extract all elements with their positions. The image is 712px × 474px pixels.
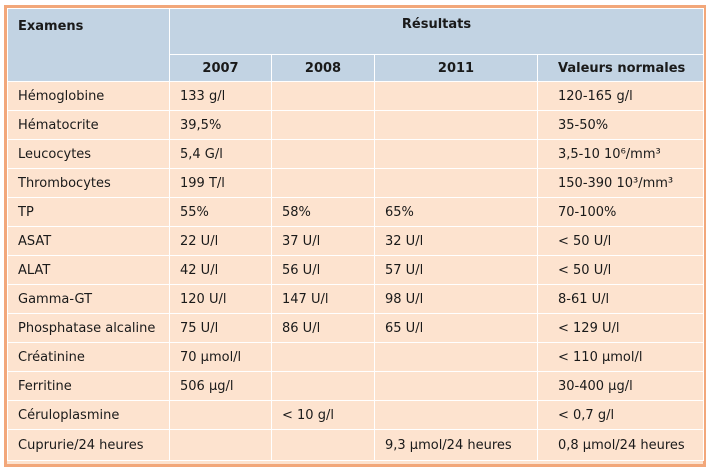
cell-exam: Cuprurie/24 heures — [7, 429, 170, 461]
results-table: Examens Résultats 2007 2008 2011 Valeurs… — [7, 8, 705, 461]
cell-exam: Créatinine — [7, 342, 170, 372]
header-year-2007: 2007 — [169, 54, 272, 82]
cell-2008 — [271, 342, 375, 372]
cell-valeurs-normales: 70-100% — [536, 197, 705, 227]
cell-2008: 37 U/l — [271, 226, 375, 256]
cell-exam: ALAT — [7, 255, 170, 285]
cell-valeurs-normales: 3,5-10 10⁶/mm³ — [536, 139, 705, 169]
table-row: TP 55% 58% 65% 70-100% — [7, 197, 705, 227]
cell-2011: 65 U/l — [374, 313, 538, 343]
table-row: Céruloplasmine < 10 g/l < 0,7 g/l — [7, 400, 705, 430]
cell-2008 — [271, 139, 375, 169]
cell-2008: 86 U/l — [271, 313, 375, 343]
cell-valeurs-normales: 8-61 U/l — [536, 284, 705, 314]
results-table-body: Hémoglobine 133 g/l 120-165 g/l Hématocrite… — [7, 81, 705, 461]
cell-2007 — [169, 400, 272, 430]
cell-valeurs-normales: < 110 μmol/l — [536, 342, 705, 372]
cell-2007: 506 μg/l — [169, 371, 272, 401]
cell-2008 — [271, 110, 375, 140]
cell-2008: 56 U/l — [271, 255, 375, 285]
table-row: Phosphatase alcaline 75 U/l 86 U/l 65 U/l < … — [7, 313, 705, 343]
cell-valeurs-normales: 30-400 μg/l — [536, 371, 705, 401]
results-table-frame: Examens Résultats 2007 2008 2011 Valeurs… — [4, 5, 706, 467]
cell-2007: 22 U/l — [169, 226, 272, 256]
cell-exam: Hémoglobine — [7, 81, 170, 111]
cell-exam: Ferritine — [7, 371, 170, 401]
cell-2008 — [271, 371, 375, 401]
cell-exam: Leucocytes — [7, 139, 170, 169]
table-row: Leucocytes 5,4 G/l 3,5-10 10⁶/mm³ — [7, 139, 705, 169]
cell-2007 — [169, 429, 272, 461]
cell-2007: 5,4 G/l — [169, 139, 272, 169]
cell-2011 — [374, 81, 538, 111]
cell-2011 — [374, 400, 538, 430]
table-row: Hémoglobine 133 g/l 120-165 g/l — [7, 81, 705, 111]
cell-exam: Hématocrite — [7, 110, 170, 140]
cell-2007: 42 U/l — [169, 255, 272, 285]
cell-2011 — [374, 342, 538, 372]
cell-2011: 98 U/l — [374, 284, 538, 314]
table-row: Cuprurie/24 heures 9,3 μmol/24 heures 0,8 … — [7, 429, 705, 461]
cell-2007: 120 U/l — [169, 284, 272, 314]
cell-valeurs-normales: < 0,7 g/l — [536, 400, 705, 430]
table-row: Créatinine 70 μmol/l < 110 μmol/l — [7, 342, 705, 372]
cell-2011: 9,3 μmol/24 heures — [374, 429, 538, 461]
table-row: Gamma-GT 120 U/l 147 U/l 98 U/l 8-61 U/l — [7, 284, 705, 314]
cell-valeurs-normales: < 129 U/l — [536, 313, 705, 343]
cell-2011: 57 U/l — [374, 255, 538, 285]
cell-exam: ASAT — [7, 226, 170, 256]
cell-valeurs-normales: 0,8 μmol/24 heures — [536, 429, 705, 461]
header-examens: Examens — [7, 8, 170, 82]
cell-2007: 75 U/l — [169, 313, 272, 343]
header-valeurs-normales: Valeurs normales — [536, 54, 705, 82]
cell-2007: 199 T/l — [169, 168, 272, 198]
cell-2011 — [374, 139, 538, 169]
cell-2011 — [374, 110, 538, 140]
cell-2008: < 10 g/l — [271, 400, 375, 430]
cell-2008 — [271, 81, 375, 111]
cell-2007: 55% — [169, 197, 272, 227]
cell-2007: 39,5% — [169, 110, 272, 140]
cell-2011 — [374, 371, 538, 401]
cell-exam: Céruloplasmine — [7, 400, 170, 430]
cell-exam: TP — [7, 197, 170, 227]
cell-2008: 58% — [271, 197, 375, 227]
cell-2011 — [374, 168, 538, 198]
header-resultats: Résultats — [168, 8, 705, 55]
cell-2008 — [271, 429, 375, 461]
cell-2007: 70 μmol/l — [169, 342, 272, 372]
cell-valeurs-normales: < 50 U/l — [536, 226, 705, 256]
cell-2011: 65% — [374, 197, 538, 227]
table-row: ASAT 22 U/l 37 U/l 32 U/l < 50 U/l — [7, 226, 705, 256]
cell-valeurs-normales: 150-390 10³/mm³ — [536, 168, 705, 198]
cell-valeurs-normales: 35-50% — [536, 110, 705, 140]
table-row: Ferritine 506 μg/l 30-400 μg/l — [7, 371, 705, 401]
table-row: Thrombocytes 199 T/l 150-390 10³/mm³ — [7, 168, 705, 198]
cell-exam: Thrombocytes — [7, 168, 170, 198]
table-row: Hématocrite 39,5% 35-50% — [7, 110, 705, 140]
cell-valeurs-normales: < 50 U/l — [536, 255, 705, 285]
table-row: ALAT 42 U/l 56 U/l 57 U/l < 50 U/l — [7, 255, 705, 285]
cell-2008: 147 U/l — [271, 284, 375, 314]
cell-2007: 133 g/l — [169, 81, 272, 111]
header-year-2011: 2011 — [374, 54, 538, 82]
cell-2008 — [271, 168, 375, 198]
cell-2011: 32 U/l — [374, 226, 538, 256]
cell-exam: Gamma-GT — [7, 284, 170, 314]
cell-exam: Phosphatase alcaline — [7, 313, 170, 343]
cell-valeurs-normales: 120-165 g/l — [536, 81, 705, 111]
header-year-2008: 2008 — [271, 54, 375, 82]
